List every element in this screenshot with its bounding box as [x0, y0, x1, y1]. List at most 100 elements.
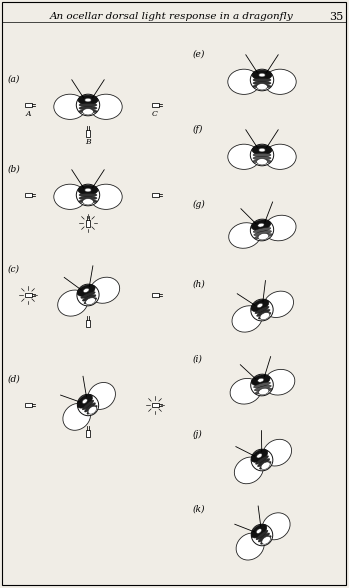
- Ellipse shape: [260, 462, 271, 469]
- Bar: [151, 293, 158, 297]
- Ellipse shape: [257, 529, 261, 533]
- Text: (c): (c): [8, 265, 20, 274]
- Bar: [86, 219, 90, 226]
- Bar: [24, 293, 31, 297]
- Ellipse shape: [54, 184, 86, 209]
- Text: An ocellar dorsal light response in a dragonfly: An ocellar dorsal light response in a dr…: [50, 12, 294, 21]
- Text: B: B: [85, 138, 91, 146]
- Ellipse shape: [253, 78, 271, 82]
- Ellipse shape: [230, 379, 261, 404]
- Ellipse shape: [84, 403, 95, 412]
- Text: (e): (e): [193, 50, 205, 59]
- Ellipse shape: [234, 457, 263, 484]
- Ellipse shape: [264, 369, 295, 395]
- Ellipse shape: [250, 69, 274, 91]
- Ellipse shape: [82, 295, 96, 301]
- Bar: [24, 193, 31, 197]
- Ellipse shape: [253, 156, 271, 160]
- Ellipse shape: [250, 144, 274, 166]
- Ellipse shape: [90, 94, 122, 119]
- Ellipse shape: [76, 94, 100, 116]
- Ellipse shape: [258, 533, 269, 542]
- Ellipse shape: [88, 382, 116, 409]
- Text: (f): (f): [193, 125, 203, 134]
- Ellipse shape: [254, 233, 272, 239]
- Ellipse shape: [254, 230, 272, 236]
- Bar: [151, 193, 158, 197]
- Ellipse shape: [79, 103, 97, 107]
- Ellipse shape: [236, 533, 264, 560]
- Text: (j): (j): [193, 430, 203, 439]
- Text: (a): (a): [8, 75, 20, 84]
- Ellipse shape: [252, 70, 272, 80]
- Ellipse shape: [54, 94, 86, 119]
- Ellipse shape: [254, 382, 270, 388]
- Ellipse shape: [258, 378, 264, 382]
- Ellipse shape: [229, 223, 261, 248]
- Ellipse shape: [251, 449, 273, 471]
- Ellipse shape: [78, 95, 98, 105]
- Text: (i): (i): [193, 355, 203, 364]
- Bar: [151, 103, 158, 107]
- Ellipse shape: [261, 462, 270, 469]
- Text: 35: 35: [329, 12, 343, 22]
- Ellipse shape: [256, 530, 268, 540]
- Ellipse shape: [77, 284, 99, 306]
- Bar: [24, 403, 31, 407]
- Ellipse shape: [79, 109, 97, 113]
- Ellipse shape: [253, 85, 271, 88]
- Ellipse shape: [262, 536, 270, 544]
- Ellipse shape: [251, 524, 267, 538]
- Ellipse shape: [81, 292, 95, 298]
- Ellipse shape: [82, 399, 87, 403]
- Ellipse shape: [262, 513, 290, 540]
- Text: (b): (b): [8, 165, 21, 174]
- Ellipse shape: [228, 144, 260, 169]
- Ellipse shape: [263, 439, 291, 466]
- Ellipse shape: [253, 159, 271, 163]
- Ellipse shape: [79, 196, 97, 200]
- Ellipse shape: [264, 144, 296, 169]
- Ellipse shape: [255, 456, 268, 465]
- Ellipse shape: [232, 306, 262, 332]
- Ellipse shape: [79, 193, 97, 197]
- Ellipse shape: [86, 298, 95, 305]
- Ellipse shape: [250, 219, 274, 241]
- Ellipse shape: [77, 285, 95, 296]
- Text: A: A: [25, 111, 31, 118]
- Text: (k): (k): [193, 505, 206, 514]
- Ellipse shape: [258, 312, 271, 319]
- Text: (g): (g): [193, 200, 206, 209]
- Ellipse shape: [76, 184, 100, 206]
- Text: (d): (d): [8, 375, 21, 384]
- Ellipse shape: [255, 306, 269, 313]
- Ellipse shape: [63, 403, 90, 430]
- Ellipse shape: [257, 159, 267, 165]
- Ellipse shape: [85, 188, 91, 192]
- Ellipse shape: [253, 153, 271, 157]
- Ellipse shape: [251, 375, 270, 386]
- Ellipse shape: [78, 185, 98, 195]
- Ellipse shape: [253, 228, 271, 233]
- Ellipse shape: [77, 395, 92, 408]
- Bar: [86, 319, 90, 326]
- Ellipse shape: [79, 106, 97, 110]
- Ellipse shape: [82, 400, 94, 410]
- Ellipse shape: [58, 290, 88, 316]
- Ellipse shape: [88, 406, 97, 414]
- Ellipse shape: [251, 524, 273, 546]
- Text: (h): (h): [193, 280, 206, 289]
- Ellipse shape: [90, 184, 122, 209]
- Ellipse shape: [257, 303, 263, 308]
- Ellipse shape: [257, 83, 267, 90]
- Ellipse shape: [79, 199, 97, 203]
- Ellipse shape: [257, 309, 270, 316]
- Ellipse shape: [251, 299, 273, 321]
- Ellipse shape: [259, 388, 269, 395]
- Ellipse shape: [87, 406, 97, 414]
- Bar: [151, 403, 158, 407]
- Ellipse shape: [251, 374, 273, 396]
- Ellipse shape: [260, 312, 270, 320]
- Ellipse shape: [259, 148, 265, 152]
- Ellipse shape: [84, 298, 97, 304]
